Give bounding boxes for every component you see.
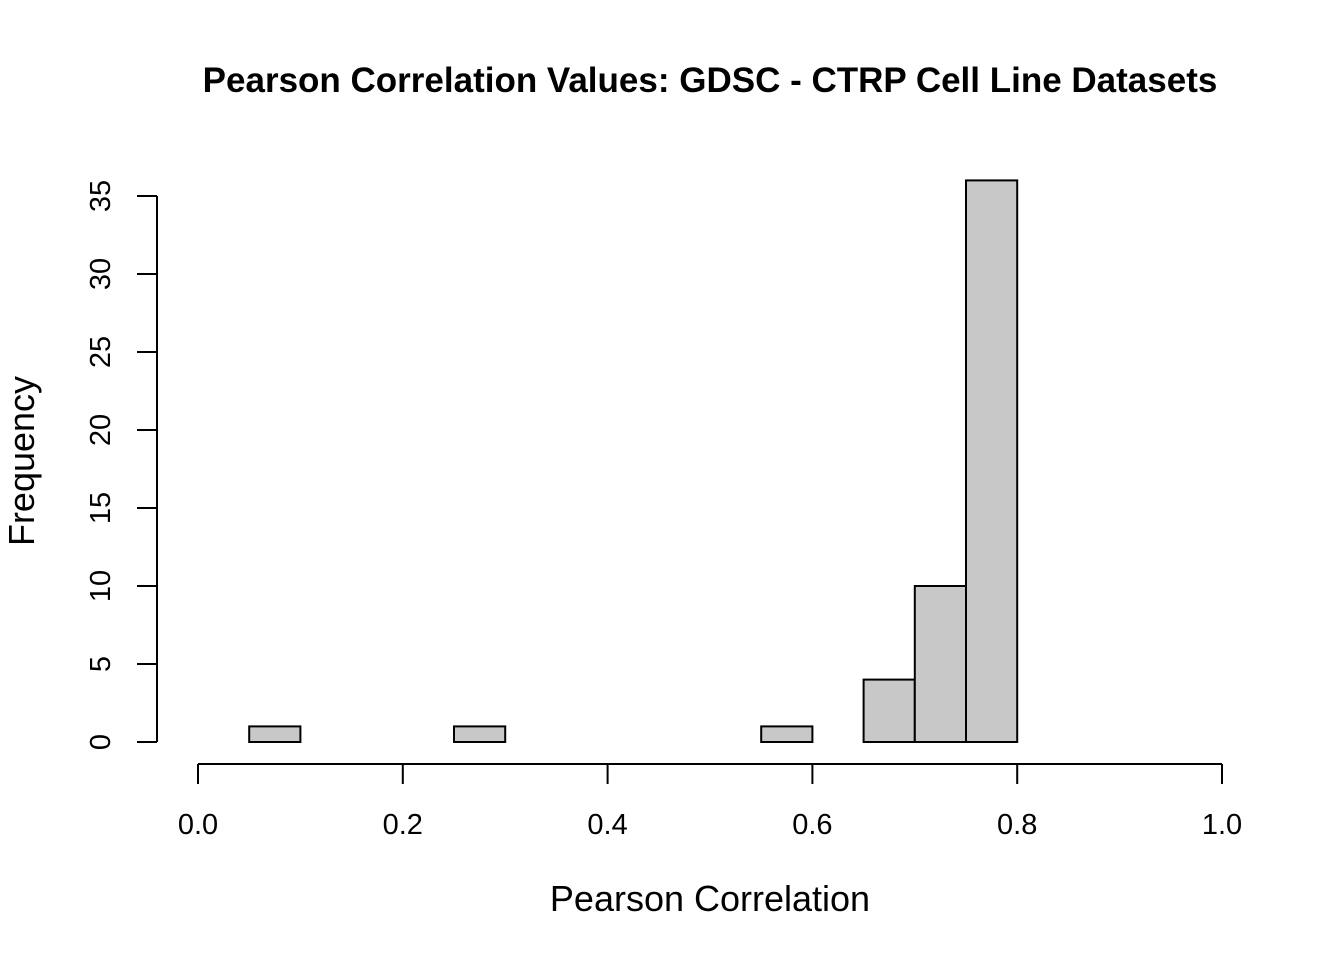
y-tick-label: 5 — [85, 656, 117, 672]
x-tick-label: 0.2 — [383, 809, 423, 841]
x-tick-label: 0.8 — [997, 809, 1037, 841]
x-axis-label: Pearson Correlation — [550, 878, 870, 919]
y-tick-label: 15 — [85, 492, 117, 524]
x-tick-label: 0.4 — [587, 809, 627, 841]
y-tick-label: 10 — [85, 570, 117, 602]
histogram-bar — [913, 585, 967, 743]
x-tick-label: 0.6 — [792, 809, 832, 841]
x-tick-label: 1.0 — [1202, 809, 1242, 841]
histogram-bar — [453, 725, 507, 744]
histogram-bar — [760, 725, 814, 744]
histogram-bar — [862, 678, 916, 743]
chart-title: Pearson Correlation Values: GDSC - CTRP … — [203, 61, 1218, 100]
bars-group — [248, 179, 1019, 744]
y-tick-label: 0 — [85, 734, 117, 750]
y-tick-label: 20 — [85, 414, 117, 446]
y-axis: 0 5 10 15 20 25 30 35 — [85, 180, 158, 750]
y-tick-label: 30 — [85, 258, 117, 290]
histogram-bar — [965, 179, 1019, 743]
x-tick-label: 0.0 — [178, 809, 218, 841]
y-tick-label: 35 — [85, 180, 117, 212]
y-axis-label: Frequency — [1, 376, 42, 546]
histogram-bar — [248, 725, 302, 744]
y-tick-label: 25 — [85, 336, 117, 368]
x-axis: 0.0 0.2 0.4 0.6 0.8 1.0 — [178, 763, 1242, 841]
